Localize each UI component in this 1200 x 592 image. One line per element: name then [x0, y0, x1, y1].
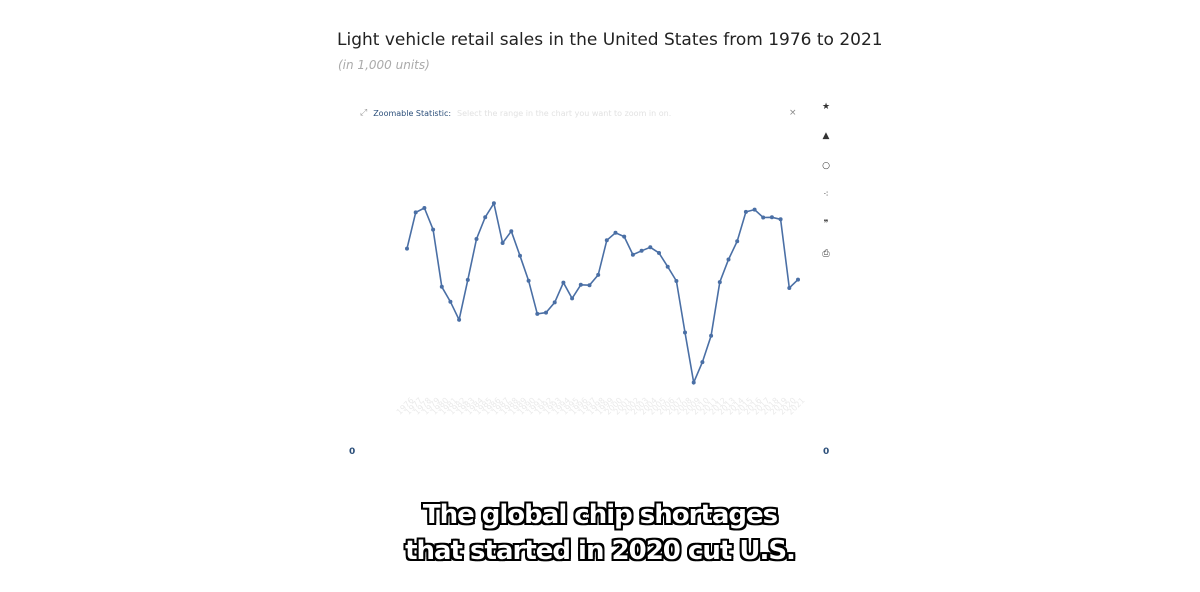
data-point-1999[interactable] — [604, 238, 609, 243]
data-point-2007[interactable] — [674, 279, 679, 283]
data-point-1991[interactable] — [535, 311, 540, 316]
chart-title: Light vehicle retail sales in the United… — [337, 30, 883, 50]
x-axis-ticks: 1976197719781979198019811982198319841985… — [395, 396, 807, 417]
data-point-2016[interactable] — [752, 207, 757, 212]
data-point-1996[interactable] — [578, 282, 583, 287]
data-point-1993[interactable] — [552, 300, 557, 305]
data-point-1981[interactable] — [448, 299, 453, 304]
data-point-1979[interactable] — [431, 227, 436, 232]
data-point-2013[interactable] — [726, 257, 731, 262]
footer-right-badge[interactable]: 0 — [823, 447, 830, 457]
data-point-1980[interactable] — [439, 284, 444, 289]
data-point-2004[interactable] — [648, 245, 653, 250]
data-point-1986[interactable] — [491, 201, 496, 206]
data-point-1990[interactable] — [526, 278, 531, 283]
data-point-2011[interactable] — [709, 333, 714, 338]
data-point-1995[interactable] — [570, 296, 575, 301]
bell-icon[interactable]: ▲ — [822, 131, 830, 141]
data-point-2010[interactable] — [700, 360, 705, 365]
close-icon[interactable]: × — [789, 108, 797, 118]
data-point-1989[interactable] — [518, 253, 522, 258]
data-point-1997[interactable] — [587, 283, 592, 288]
data-point-2012[interactable] — [717, 280, 722, 285]
data-point-2019[interactable] — [778, 217, 783, 222]
data-point-2021[interactable] — [796, 277, 800, 282]
data-point-1987[interactable] — [500, 241, 505, 245]
zoom-label: Zoomable Statistic: — [373, 108, 452, 118]
footer-left-badge[interactable]: 0 — [349, 447, 356, 457]
data-point-1984[interactable] — [474, 237, 479, 241]
print-icon[interactable]: ⎙ — [822, 249, 830, 259]
data-point-1988[interactable] — [509, 229, 514, 234]
zoom-hint: Select the range in the chart you want t… — [457, 108, 672, 118]
data-point-1992[interactable] — [544, 310, 548, 315]
gear-icon[interactable]: ○ — [822, 161, 830, 171]
share-icon[interactable]: ⁖ — [823, 190, 829, 200]
zoom-icon: ⤢ — [360, 108, 368, 118]
data-point-1998[interactable] — [596, 272, 601, 277]
data-point-1985[interactable] — [483, 215, 488, 220]
data-point-1978[interactable] — [422, 206, 427, 210]
series-line — [406, 201, 799, 386]
data-point-2018[interactable] — [769, 215, 774, 220]
subtitle-caption-line1: The global chip shortages — [422, 500, 778, 530]
data-point-2001[interactable] — [622, 234, 627, 239]
data-point-2020[interactable] — [787, 286, 792, 290]
chart-subtitle: (in 1,000 units) — [338, 58, 430, 72]
data-point-2015[interactable] — [743, 209, 748, 214]
data-point-2002[interactable] — [630, 252, 635, 257]
data-point-2017[interactable] — [761, 215, 766, 220]
quote-icon[interactable]: ❞ — [823, 219, 829, 229]
data-point-1977[interactable] — [413, 210, 418, 215]
star-icon[interactable]: ★ — [821, 102, 831, 112]
data-point-2014[interactable] — [735, 239, 740, 244]
data-point-2009[interactable] — [691, 380, 696, 385]
series-points — [405, 201, 800, 385]
data-point-2006[interactable] — [665, 264, 670, 269]
data-point-2003[interactable] — [639, 248, 644, 253]
subtitle-caption-line2: that started in 2020 cut U.S. — [405, 536, 796, 566]
data-point-1982[interactable] — [457, 317, 462, 322]
data-point-2005[interactable] — [657, 251, 661, 255]
data-point-1983[interactable] — [465, 277, 470, 282]
data-point-2000[interactable] — [613, 230, 618, 235]
zoom-toolbar: ⤢ Zoomable Statistic: Select the range i… — [360, 108, 671, 118]
data-point-1976[interactable] — [405, 246, 409, 251]
data-point-2008[interactable] — [683, 330, 687, 335]
data-point-1994[interactable] — [561, 280, 566, 285]
